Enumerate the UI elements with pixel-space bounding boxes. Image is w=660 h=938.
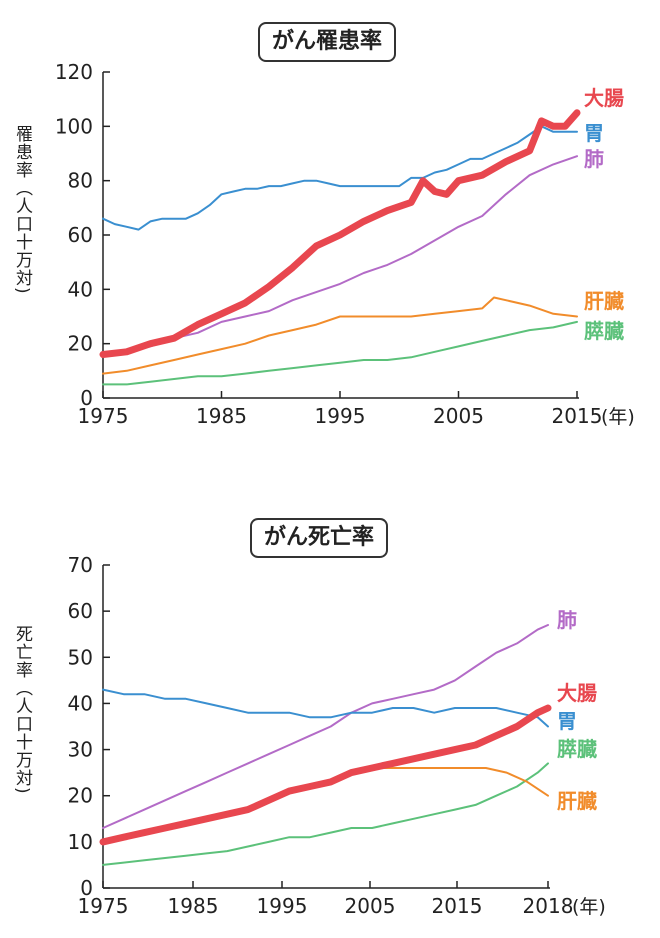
y-tick-label: 30	[68, 738, 93, 762]
chart-title: がん罹患率	[258, 22, 397, 63]
x-axis-unit: (年)	[601, 406, 635, 428]
x-tick-label: 1985	[168, 894, 219, 918]
x-tick-label: 1995	[257, 894, 308, 918]
x-tick-label: 1995	[315, 404, 366, 428]
series-line-肝臓	[360, 767, 549, 797]
legend-label: 肝臓	[584, 289, 624, 313]
series-line-大腸	[99, 704, 552, 846]
y-tick-label: 50	[68, 645, 93, 669]
series-line-肺	[102, 624, 549, 829]
x-axis-unit: (年)	[572, 896, 606, 918]
series-line-胃	[102, 125, 578, 231]
y-axis-label: 罹患率（人口十万対)	[12, 125, 32, 295]
series-line-膵臓	[102, 320, 578, 386]
series-line-肝臓	[102, 296, 578, 375]
y-tick-label: 100	[55, 114, 93, 138]
y-tick-label: 10	[68, 830, 93, 854]
y-tick-label: 120	[55, 60, 93, 84]
x-tick-label: 2018	[523, 894, 574, 918]
y-axis-label: 死亡率（人口十万対)	[12, 625, 32, 795]
legend-label: 肺	[557, 608, 577, 632]
y-tick-label: 40	[68, 691, 93, 715]
legend-label: 膵臓	[584, 319, 624, 343]
y-tick-label: 80	[68, 169, 93, 193]
y-tick-label: 0	[80, 386, 93, 410]
legend-label: 大腸	[584, 86, 624, 110]
chart-title: がん死亡率	[250, 518, 389, 559]
x-tick-label: 2005	[433, 404, 484, 428]
x-tick-label: 2005	[345, 894, 396, 918]
series-line-胃	[102, 688, 549, 728]
legend-label: 大腸	[557, 681, 597, 705]
x-tick-label: 2015	[552, 404, 603, 428]
series-line-大腸	[99, 109, 581, 358]
x-tick-label: 1985	[196, 404, 247, 428]
y-tick-label: 70	[68, 553, 93, 577]
x-tick-label: 2015	[432, 894, 483, 918]
y-tick-label: 20	[68, 784, 93, 808]
y-tick-label: 40	[68, 277, 93, 301]
legend-label: 肝臓	[557, 789, 597, 813]
y-tick-label: 60	[68, 599, 93, 623]
series-line-膵臓	[102, 762, 549, 866]
x-tick-label: 1975	[78, 894, 129, 918]
legend-label: 肺	[584, 147, 604, 171]
y-tick-label: 20	[68, 332, 93, 356]
legend-label: 胃	[584, 121, 604, 145]
legend-label: 胃	[557, 709, 577, 733]
legend-label: 膵臓	[557, 737, 597, 761]
x-tick-label: 1975	[78, 404, 129, 428]
y-tick-label: 60	[68, 223, 93, 247]
y-tick-label: 0	[80, 876, 93, 900]
